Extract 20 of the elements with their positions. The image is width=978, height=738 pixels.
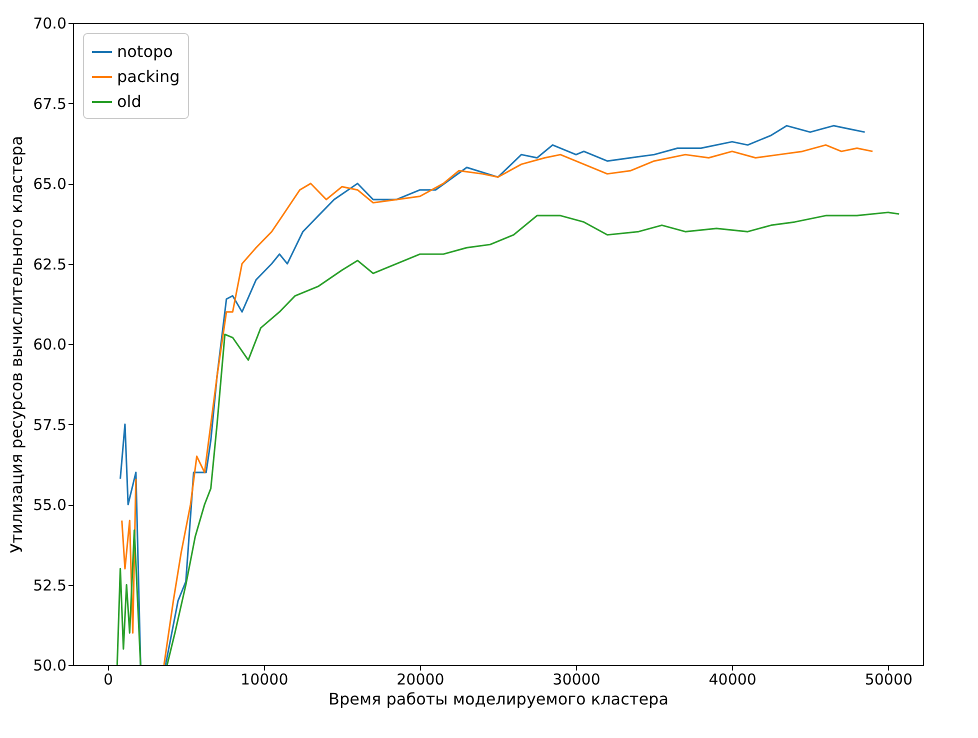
legend-label: packing [117, 67, 180, 86]
legend-label: old [117, 92, 142, 111]
x-tick-label: 40000 [708, 670, 756, 688]
y-tick-label: 52.5 [33, 576, 66, 594]
x-tick-label: 0 [104, 670, 114, 688]
x-tick-label: 30000 [552, 670, 600, 688]
y-tick-label: 60.0 [33, 336, 66, 354]
legend-label: notopo [117, 42, 173, 61]
x-axis-title: Время работы моделируемого кластера [328, 690, 669, 708]
y-axis-title: Утилизация ресурсов вычислительного кластера [7, 136, 26, 554]
y-tick-label: 65.0 [33, 175, 66, 193]
y-tick-label: 50.0 [33, 656, 66, 674]
x-tick-label: 10000 [240, 670, 288, 688]
x-tick-label: 20000 [396, 670, 444, 688]
y-tick-label: 57.5 [33, 416, 66, 434]
y-tick-label: 70.0 [33, 14, 66, 32]
x-tick-label: 50000 [864, 670, 913, 688]
y-tick-label: 55.0 [33, 496, 66, 514]
y-tick-label: 62.5 [33, 255, 66, 274]
y-tick-label: 67.5 [33, 94, 66, 113]
